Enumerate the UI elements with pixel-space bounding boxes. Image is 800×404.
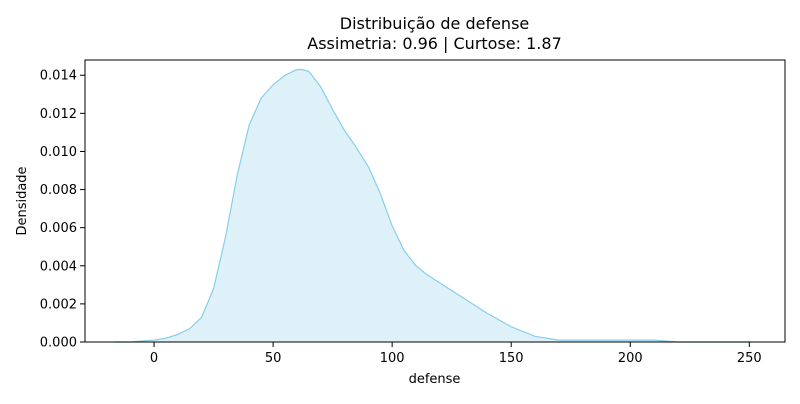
- x-tick-label: 200: [618, 351, 643, 366]
- plot-area: [113, 68, 750, 343]
- y-tick-label: 0.014: [40, 69, 77, 84]
- chart-subtitle: Assimetria: 0.96 | Curtose: 1.87: [307, 34, 562, 53]
- y-tick-label: 0.006: [40, 221, 77, 236]
- y-axis-label: Densidade: [15, 166, 30, 235]
- x-axis-label: defense: [409, 372, 461, 387]
- y-tick-label: 0.012: [40, 107, 77, 122]
- x-tick-label: 250: [737, 351, 762, 366]
- axes-layer: 0 50 100 150 200 250 0.000 0.002 0.004 0.006 0.008…: [40, 69, 762, 366]
- density-line-0: [113, 68, 750, 343]
- y-tick-label: 0.000: [40, 336, 77, 351]
- y-tick-label: 0.002: [40, 297, 77, 312]
- x-tick-label: 150: [499, 351, 524, 366]
- density-area-fill-0: [113, 69, 750, 342]
- x-tick-label: 100: [380, 351, 405, 366]
- x-tick-label: 50: [265, 351, 282, 366]
- plot-frame: [84, 59, 786, 343]
- y-tick-label: 0.010: [40, 145, 77, 160]
- x-tick-label: 0: [150, 351, 158, 366]
- y-tick-label: 0.004: [40, 259, 77, 274]
- y-tick-label: 0.008: [40, 183, 77, 198]
- chart-title: Distribuição de defense: [340, 14, 530, 33]
